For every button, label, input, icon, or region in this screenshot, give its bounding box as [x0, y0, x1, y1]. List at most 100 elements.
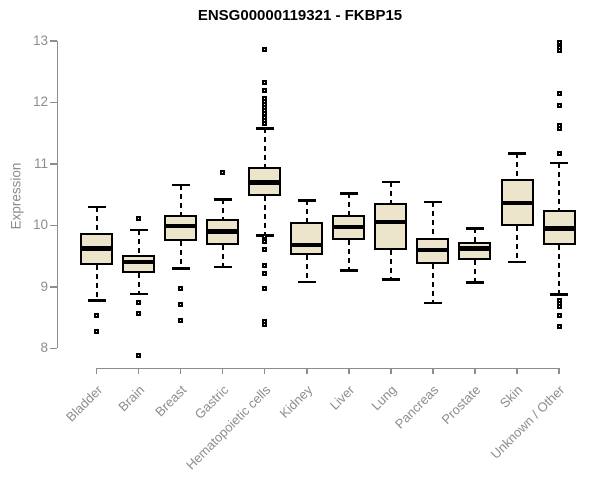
whisker-upper [221, 199, 224, 219]
whisker-cap-lower [423, 301, 442, 305]
y-tick [50, 224, 57, 227]
y-tick [50, 286, 57, 288]
whisker-lower [221, 244, 224, 267]
outlier-point [556, 150, 562, 156]
outlier-point [136, 300, 142, 306]
outlier-point [136, 310, 142, 316]
y-tick-label: 12 [32, 94, 48, 110]
x-axis [96, 367, 560, 369]
whisker-upper [95, 206, 98, 233]
outlier-point [556, 90, 562, 96]
x-tick-label: Brain [114, 382, 147, 415]
y-tick [50, 163, 57, 165]
outlier-point [262, 120, 268, 126]
outlier-point [94, 312, 99, 318]
outlier-point [262, 80, 268, 86]
whisker-cap-upper [87, 205, 106, 209]
whisker-lower [558, 244, 561, 295]
whisker-upper [263, 128, 266, 168]
whisker-cap-upper [508, 152, 526, 155]
whisker-cap-lower [129, 292, 148, 296]
x-tick-label: Kidney [276, 382, 316, 421]
outlier-point [262, 322, 268, 328]
x-tick [390, 369, 392, 374]
whisker-cap-upper [423, 200, 442, 204]
y-tick [50, 40, 57, 42]
outlier-point [220, 169, 226, 175]
whisker-cap-lower [381, 278, 400, 281]
x-tick [432, 369, 434, 374]
x-tick-label: Liver [326, 382, 358, 413]
whisker-lower [137, 272, 140, 294]
x-tick [306, 369, 308, 374]
outlier-point [262, 262, 268, 268]
box [290, 221, 324, 255]
x-tick [179, 369, 182, 374]
whisker-cap-lower [339, 269, 358, 272]
whisker-cap-upper [255, 127, 274, 130]
whisker-upper [431, 201, 434, 239]
y-tick-label: 10 [32, 217, 48, 233]
whisker-cap-lower [213, 265, 232, 268]
median-line [122, 259, 156, 265]
x-tick [221, 369, 224, 374]
whisker-cap-lower [297, 280, 316, 284]
outlier-point [94, 329, 99, 335]
outlier-point [556, 102, 562, 108]
whisker-lower [179, 241, 182, 269]
x-tick-label: Pancreas [391, 382, 442, 432]
median-line [80, 246, 113, 251]
whisker-cap-lower [465, 281, 484, 284]
median-line [542, 226, 576, 231]
outlier-point [262, 270, 268, 276]
y-tick-label: 9 [40, 278, 48, 294]
whisker-cap-upper [550, 161, 569, 165]
outlier-point [556, 303, 562, 309]
whisker-upper [558, 162, 561, 210]
box [458, 241, 492, 260]
median-line [500, 200, 534, 206]
outlier-point [262, 239, 268, 245]
whisker-lower [305, 254, 308, 282]
x-tick-label: Lung [368, 382, 400, 414]
whisker-upper [347, 193, 350, 216]
y-tick [50, 101, 57, 104]
whisker-cap-lower [87, 299, 106, 302]
y-axis [56, 40, 58, 349]
x-tick-label: Prostate [438, 382, 484, 428]
whisker-cap-upper [339, 192, 358, 195]
whisker-lower [263, 195, 266, 236]
outlier-point [556, 47, 562, 53]
whisker-cap-upper [381, 180, 400, 184]
median-line [248, 180, 282, 185]
chart-title: ENSG00000119321 - FKBP15 [197, 7, 403, 24]
whisker-lower [95, 265, 98, 301]
whisker-cap-upper [213, 198, 232, 201]
outlier-point [178, 317, 184, 323]
outlier-point [178, 301, 184, 307]
whisker-upper [389, 181, 392, 204]
whisker-upper [305, 200, 308, 222]
outlier-point [136, 352, 142, 358]
box [374, 203, 408, 250]
whisker-upper [137, 229, 140, 255]
median-line [290, 242, 324, 248]
whisker-upper [179, 184, 182, 216]
outlier-point [262, 87, 268, 93]
x-tick-label: Skin [496, 382, 526, 411]
whisker-cap-lower [508, 260, 526, 264]
x-tick-label: Unknown / Other [487, 382, 568, 462]
whisker-cap-lower [171, 267, 190, 270]
median-line [164, 223, 198, 229]
y-tick [50, 347, 57, 350]
outlier-point [262, 247, 268, 253]
x-tick-label: Gastric [191, 382, 231, 422]
x-tick [137, 369, 140, 374]
y-tick-label: 8 [40, 340, 48, 356]
x-tick [263, 369, 266, 374]
whisker-cap-upper [465, 227, 484, 230]
median-line [416, 247, 450, 253]
median-line [374, 219, 408, 225]
outlier-point [556, 312, 562, 318]
